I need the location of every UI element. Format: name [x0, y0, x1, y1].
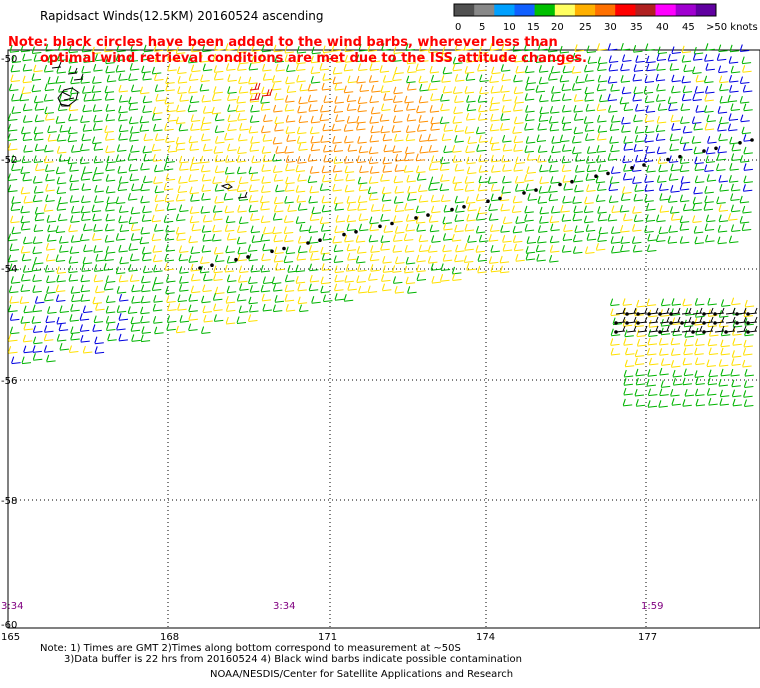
legend-label: 15	[527, 22, 540, 33]
legend-swatch	[695, 4, 717, 16]
legend-swatch	[574, 4, 596, 16]
contamination-markers	[51, 61, 758, 334]
legend-label: 20	[551, 22, 564, 33]
legend-swatch	[534, 4, 556, 16]
legend-label: 35	[630, 22, 643, 33]
legend-swatch	[514, 4, 536, 16]
legend-label: 30	[604, 22, 617, 33]
legend-swatch	[675, 4, 697, 16]
time-label-1: 3:34	[1, 601, 23, 612]
legend-label: 5	[479, 22, 485, 33]
legend-swatch	[474, 4, 495, 16]
legend-swatch	[494, 4, 515, 16]
footer-note-2: 3)Data buffer is 22 hrs from 20160524 4)…	[64, 654, 522, 665]
lon-label-171: 171	[318, 632, 337, 643]
lon-label-174: 174	[476, 632, 495, 643]
map-title: Rapidsact Winds(12.5KM) 20160524 ascendi…	[40, 9, 324, 23]
lon-label-165: 165	[1, 632, 20, 643]
time-label-2: 3:34	[273, 601, 295, 612]
lat-label-50: -50	[1, 54, 17, 65]
legend-label: 40	[656, 22, 669, 33]
legend-swatch	[635, 4, 657, 16]
lat-label-52: -52	[1, 155, 17, 166]
island-outline	[57, 87, 233, 190]
legend-swatch	[615, 4, 636, 16]
legend-label: 0	[455, 22, 461, 33]
lon-label-177: 177	[638, 632, 657, 643]
legend-swatch	[655, 4, 677, 16]
lat-label-56: -56	[1, 376, 17, 387]
lat-label-58: -58	[1, 496, 17, 507]
time-label-3: 1:59	[641, 601, 663, 612]
footer-note-1: Note: 1) Times are GMT 2)Times along bot…	[40, 643, 461, 654]
lon-label-168: 168	[160, 632, 179, 643]
speed-legend-labels: 0 5 10 15 20 25 30 35 40 45 >50 knots	[455, 22, 758, 33]
note-line-1: Note: black circles have been added to t…	[8, 35, 558, 50]
legend-label: >50 knots	[706, 22, 758, 33]
wind-barbs	[7, 42, 755, 408]
legend-label: 10	[503, 22, 516, 33]
lat-label-54: -54	[1, 264, 17, 275]
legend-frame	[453, 3, 717, 17]
speed-legend	[453, 3, 717, 17]
note-line-2: optimal wind retrieval conditions are me…	[40, 51, 587, 66]
legend-label: 45	[682, 22, 695, 33]
legend-label: 25	[579, 22, 592, 33]
legend-swatch	[454, 4, 475, 16]
legend-swatch	[595, 4, 616, 16]
lat-label-60: -60	[1, 620, 17, 631]
legend-swatch	[554, 4, 576, 16]
credit-line: NOAA/NESDIS/Center for Satellite Applica…	[210, 669, 513, 680]
